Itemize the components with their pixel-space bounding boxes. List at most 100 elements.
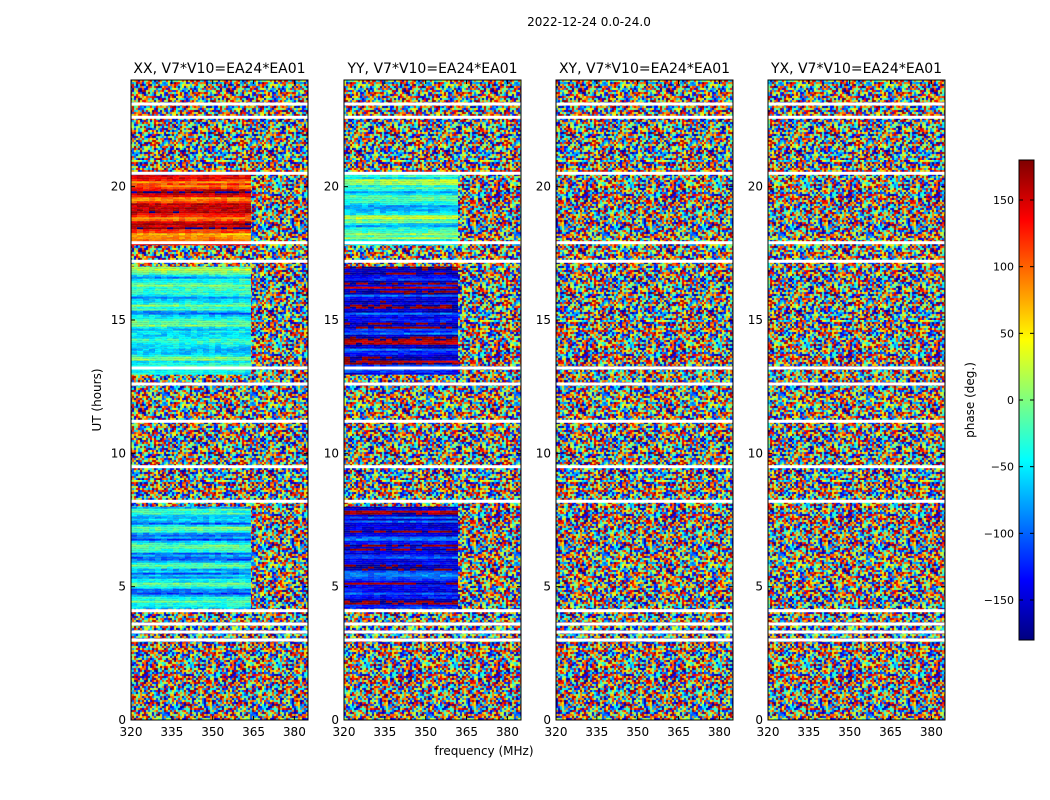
phase-noise-field [556,80,733,720]
y-tick-label: 15 [748,313,763,327]
flagged-time-row [344,366,521,370]
x-tick-label: 365 [455,725,478,739]
y-tick-label: 15 [111,313,126,327]
x-tick-label: 335 [797,725,820,739]
flagged-time-row [131,259,308,263]
flagged-time-row [131,419,308,423]
flagged-time-row [344,115,521,119]
y-tick-label: 10 [324,446,339,460]
flagged-time-row [131,499,308,503]
flagged-time-row [768,638,945,642]
flagged-time-row [131,609,308,613]
y-tick-label: 0 [118,713,126,727]
colorbar-tick-label: −100 [984,527,1014,540]
flagged-time-row [556,419,733,423]
coherent-phase-region [131,266,251,375]
x-tick-label: 380 [920,725,943,739]
flagged-time-row [556,638,733,642]
y-axis-label: UT (hours) [90,368,104,431]
x-tick-label: 320 [333,725,356,739]
flagged-time-row [131,630,308,634]
y-tick-label: 15 [536,313,551,327]
coherent-phase-region [344,506,458,609]
flagged-time-row [768,622,945,626]
x-tick-label: 320 [545,725,568,739]
colorbar-tick-label: 150 [993,194,1014,207]
flagged-time-row [768,241,945,245]
flagged-time-row [344,638,521,642]
flagged-time-row [556,465,733,469]
flagged-time-row [344,419,521,423]
y-tick-label: 15 [324,313,339,327]
y-tick-label: 0 [543,713,551,727]
y-tick-label: 5 [331,580,339,594]
coherent-phase-region [344,173,458,246]
panel-xy-frame [555,79,734,721]
flagged-time-row [131,465,308,469]
y-tick-label: 5 [118,580,126,594]
flagged-time-row [344,499,521,503]
panel-yy-title: YY, V7*V10=EA24*EA01 [346,61,517,77]
colorbar-tick-label: 50 [1000,327,1014,340]
x-tick-label: 335 [585,725,608,739]
flagged-time-row [768,419,945,423]
x-axis-label: frequency (MHz) [434,744,533,758]
y-tick-label: 5 [755,580,763,594]
x-tick-label: 365 [242,725,265,739]
panel-yy-heatmap [344,80,521,720]
panel-xx-heatmap [131,80,308,720]
panel-yx-heatmap [768,80,945,720]
x-tick-label: 350 [414,725,437,739]
flagged-time-row [768,382,945,386]
x-tick-label: 380 [283,725,306,739]
panel-yy: YY, V7*V10=EA24*EA01 320 335 350 365 380 0 5 10 1… [324,61,522,739]
y-tick-label: 10 [111,446,126,460]
flagged-time-row [131,638,308,642]
flagged-time-row [344,241,521,245]
flagged-time-row [768,465,945,469]
colorbar-tick-label: −50 [991,461,1014,474]
x-tick-label: 350 [838,725,861,739]
y-tick-label: 20 [536,180,551,194]
panel-xy-title: XY, V7*V10=EA24*EA01 [559,61,730,77]
y-tick-label: 20 [111,180,126,194]
flagged-time-row [344,622,521,626]
panel-xx-frame [130,79,309,721]
x-tick-label: 365 [667,725,690,739]
flagged-time-row [768,630,945,634]
y-tick-label: 20 [324,180,339,194]
flagged-time-row [556,102,733,106]
colorbar-tick-label: 100 [993,261,1014,274]
panel-yy-frame [343,79,522,721]
flagged-time-row [768,115,945,119]
x-tick-label: 365 [879,725,902,739]
flagged-time-row [131,241,308,245]
x-tick-label: 350 [626,725,649,739]
flagged-time-row [344,171,521,175]
flagged-time-row [556,499,733,503]
panel-xy: XY, V7*V10=EA24*EA01 320 335 350 365 380 0 5 10 1… [536,61,734,739]
flagged-time-row [344,259,521,263]
flagged-time-row [344,102,521,106]
flagged-time-row [768,366,945,370]
x-tick-label: 350 [201,725,224,739]
flagged-time-row [556,171,733,175]
panel-yx-frame [767,79,946,721]
flagged-time-row [131,622,308,626]
flagged-time-row [131,115,308,119]
flagged-time-row [556,115,733,119]
flagged-time-row [556,609,733,613]
flagged-time-row [556,366,733,370]
x-tick-label: 335 [160,725,183,739]
x-tick-label: 380 [496,725,519,739]
figure-suptitle: 2022-12-24 0.0-24.0 [527,15,651,29]
colorbar-label: phase (deg.) [963,362,977,438]
x-tick-label: 335 [373,725,396,739]
y-tick-label: 0 [755,713,763,727]
flagged-time-row [131,382,308,386]
x-tick-label: 320 [757,725,780,739]
coherent-phase-region [344,266,458,375]
flagged-time-row [344,465,521,469]
panel-xx-title: XX, V7*V10=EA24*EA01 [133,61,305,77]
